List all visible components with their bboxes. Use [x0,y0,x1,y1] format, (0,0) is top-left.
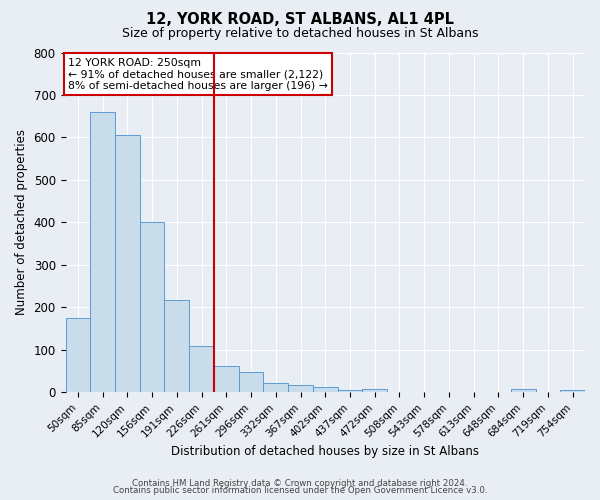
Bar [560,390,585,392]
Bar [511,389,536,392]
Text: Size of property relative to detached houses in St Albans: Size of property relative to detached ho… [122,28,478,40]
Bar [362,389,387,392]
Bar [189,346,214,393]
Bar [338,390,362,392]
Bar [140,222,164,392]
X-axis label: Distribution of detached houses by size in St Albans: Distribution of detached houses by size … [171,444,479,458]
Text: 12, YORK ROAD, ST ALBANS, AL1 4PL: 12, YORK ROAD, ST ALBANS, AL1 4PL [146,12,454,28]
Bar [288,385,313,392]
Bar [164,300,189,392]
Bar [239,372,263,392]
Bar [313,387,338,392]
Text: Contains public sector information licensed under the Open Government Licence v3: Contains public sector information licen… [113,486,487,495]
Bar [214,366,239,392]
Y-axis label: Number of detached properties: Number of detached properties [15,130,28,316]
Text: Contains HM Land Registry data © Crown copyright and database right 2024.: Contains HM Land Registry data © Crown c… [132,478,468,488]
Bar [65,318,90,392]
Text: 12 YORK ROAD: 250sqm
← 91% of detached houses are smaller (2,122)
8% of semi-det: 12 YORK ROAD: 250sqm ← 91% of detached h… [68,58,328,91]
Bar [115,136,140,392]
Bar [90,112,115,392]
Bar [263,383,288,392]
